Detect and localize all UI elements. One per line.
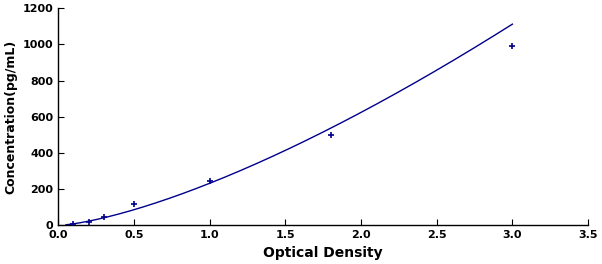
X-axis label: Optical Density: Optical Density (264, 246, 383, 260)
Y-axis label: Concentration(pg/mL): Concentration(pg/mL) (4, 40, 17, 194)
